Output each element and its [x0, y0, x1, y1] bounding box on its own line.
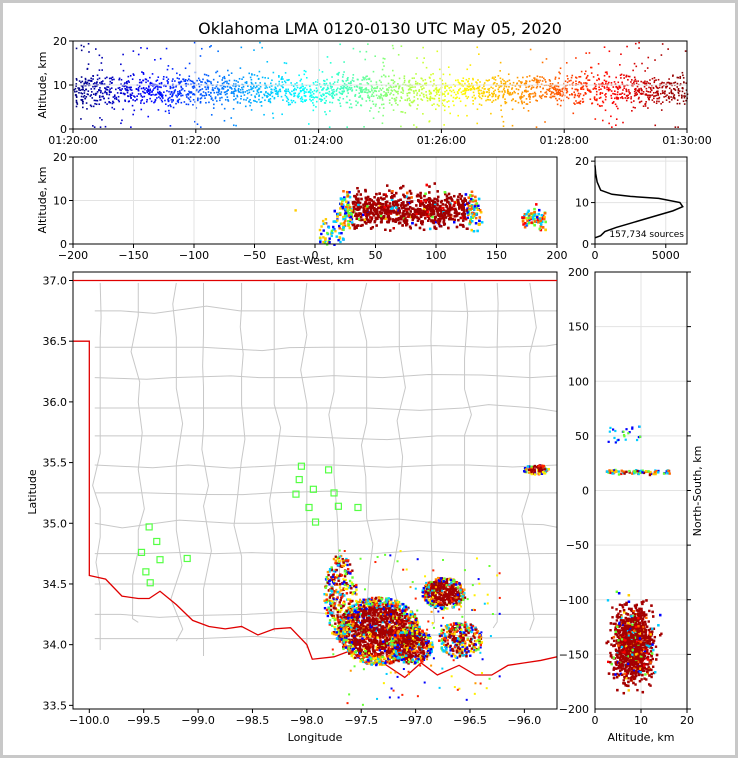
lat-tick-4: 35.5 [43, 457, 68, 470]
lat-tick-1: 34.0 [43, 639, 68, 652]
time-tick-5: 01:30:00 [662, 134, 711, 147]
ew-tick-3: −50 [243, 249, 266, 262]
altitude-eastwest-panel: −200 −150 −100 −50 0 50 100 150 200 0 10 20 East-We… [36, 151, 568, 267]
latitude-ylabel: Latitude [26, 469, 39, 515]
hist-y-tick-0: 0 [582, 238, 589, 251]
chart-title: Oklahoma LMA 0120-0130 UTC May 05, 2020 [198, 19, 562, 38]
time-tick-3: 01:26:00 [417, 134, 466, 147]
plan-view-panel: −100.0 −99.5 −99.0 −98.5 −98.0 −97.5 −97.0 −96.… [26, 271, 558, 744]
alt-tick-0: 0 [60, 123, 67, 136]
lat-tick-7: 37.0 [43, 274, 68, 287]
lon-tick-3: −98.5 [236, 714, 270, 727]
lma-station-6 [146, 579, 154, 587]
altitude-northsouth-panel: 0 10 20 −200 −150 −100 −50 0 50 100 150 200 Altitud… [559, 266, 704, 744]
lat-tick-0: 33.5 [43, 699, 68, 712]
lma-station-14 [334, 502, 342, 510]
time-tick-1: 01:22:00 [171, 134, 220, 147]
lon-tick-2: −99.0 [181, 714, 215, 727]
lma-station-12 [292, 490, 300, 498]
ns-y-tick-2: −100 [559, 594, 589, 607]
lat-tick-3: 35.0 [43, 517, 68, 530]
time-tick-2: 01:24:00 [294, 134, 343, 147]
lma-station-13 [305, 503, 313, 512]
ns-x-tick-0: 0 [592, 714, 599, 727]
ns-y-tick-3: −50 [566, 539, 589, 552]
ew-tick-8: 200 [547, 249, 568, 262]
ew-tick-7: 150 [486, 249, 507, 262]
altitude-time-panel: 01:20:00 01:22:00 01:24:00 01:26:00 01:28:00… [36, 35, 712, 147]
hist-x-tick-0: 0 [592, 249, 599, 262]
ew-alt-tick-2: 20 [53, 151, 67, 164]
ew-tick-1: −150 [118, 249, 148, 262]
ew-tick-6: 100 [426, 249, 447, 262]
lma-station-4 [183, 554, 191, 563]
altitude-northsouth-points [605, 425, 671, 695]
lma-station-9 [295, 475, 303, 484]
ew-tick-2: −100 [179, 249, 209, 262]
lma-station-10 [309, 485, 317, 493]
lma-station-5 [142, 568, 150, 576]
lma-station-2 [137, 548, 146, 557]
longitude-xlabel: Longitude [288, 731, 343, 744]
lma-station-3 [156, 556, 164, 564]
lon-tick-4: −98.0 [290, 714, 324, 727]
histogram-line [594, 165, 684, 239]
lma-station-15 [354, 503, 362, 512]
altitude-time-points [73, 41, 689, 129]
lat-tick-5: 36.0 [43, 396, 68, 409]
northsouth-ylabel: North-South, km [691, 446, 704, 537]
ns-y-tick-0: −200 [559, 703, 589, 716]
ns-y-tick-5: 50 [575, 430, 589, 443]
state-border [73, 340, 557, 679]
lma-station-1 [153, 537, 161, 546]
alt-tick-1: 10 [53, 79, 67, 92]
time-tick-4: 01:28:00 [539, 134, 588, 147]
ew-alt-tick-1: 10 [53, 195, 67, 208]
lon-tick-8: −96.0 [508, 714, 542, 727]
lma-station-0 [145, 523, 153, 531]
hist-y-tick-2: 20 [575, 155, 589, 168]
northsouth-xlabel: Altitude, km [607, 731, 674, 744]
lon-tick-6: −97.0 [399, 714, 433, 727]
hist-x-tick-1: 5000 [652, 249, 680, 262]
lat-tick-2: 34.5 [43, 578, 68, 591]
altitude-histogram-panel: 0 5000 0 10 20 157,734 sources [575, 155, 688, 262]
ns-x-tick-1: 10 [634, 714, 648, 727]
lma-station-16 [311, 518, 320, 526]
eastwest-xlabel: East-West, km [276, 254, 354, 267]
lon-tick-7: −96.5 [453, 714, 487, 727]
ns-y-tick-1: −150 [559, 648, 589, 661]
source-count-annotation: 157,734 sources [609, 230, 684, 240]
ns-y-tick-7: 150 [568, 321, 589, 334]
lma-station-8 [324, 466, 333, 474]
ns-y-tick-4: 0 [582, 485, 589, 498]
altitude-time-ylabel: Altitude, km [36, 51, 49, 118]
ns-y-tick-6: 100 [568, 375, 589, 388]
time-tick-0: 01:20:00 [48, 134, 97, 147]
lon-tick-1: −99.5 [127, 714, 161, 727]
ns-y-tick-8: 200 [568, 266, 589, 279]
lon-tick-0: −100.0 [69, 714, 110, 727]
lat-tick-6: 36.5 [43, 335, 68, 348]
altitude-eastwest-points [294, 182, 547, 246]
lma-station-7 [297, 462, 306, 470]
plan-view-points [323, 464, 550, 706]
eastwest-ylabel: Altitude, km [36, 166, 49, 233]
lma-station-11 [330, 489, 338, 497]
ew-tick-0: −200 [58, 249, 88, 262]
alt-tick-2: 20 [53, 35, 67, 48]
ew-tick-5: 50 [369, 249, 383, 262]
ew-tick-4: 0 [312, 249, 319, 262]
ns-x-tick-2: 20 [680, 714, 694, 727]
lon-tick-5: −97.5 [344, 714, 378, 727]
hist-y-tick-1: 10 [575, 197, 589, 210]
ew-alt-tick-0: 0 [60, 238, 67, 251]
